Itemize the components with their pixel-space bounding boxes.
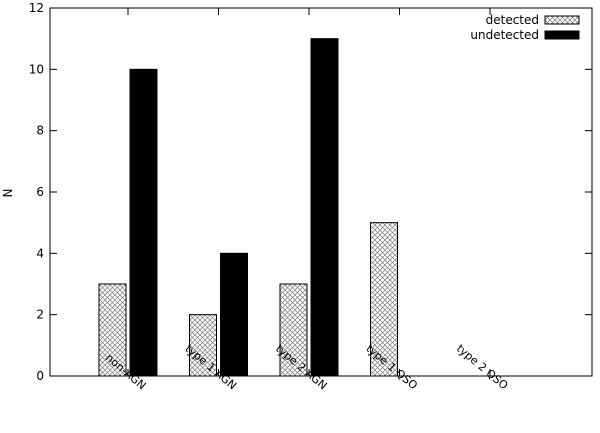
x-tick-label: type 2 QSO — [454, 342, 511, 393]
bar-detected-type-1-qso — [370, 222, 398, 377]
y-tick-label: 8 — [36, 124, 44, 138]
legend-label: detected — [486, 13, 539, 27]
legend-swatch-detected — [544, 15, 580, 25]
bar-undetected-type-1-agn — [220, 252, 248, 377]
y-tick-label: 6 — [36, 185, 44, 199]
bar-detected-type-1-agn — [189, 314, 217, 377]
y-tick-label: 0 — [36, 369, 44, 383]
y-tick-label: 12 — [29, 1, 44, 15]
bar-detected-non-agn — [98, 283, 127, 377]
legend-swatch-undetected — [544, 30, 580, 40]
bar-detected-type-2-agn — [279, 283, 308, 377]
y-axis-label: N — [1, 189, 15, 198]
bar-undetected-non-agn — [129, 68, 158, 377]
y-tick-label: 4 — [36, 246, 44, 260]
bar-undetected-type-2-agn — [310, 38, 339, 377]
legend-label: undetected — [470, 28, 539, 42]
y-tick-label: 2 — [36, 308, 44, 322]
y-tick-label: 10 — [29, 62, 44, 76]
